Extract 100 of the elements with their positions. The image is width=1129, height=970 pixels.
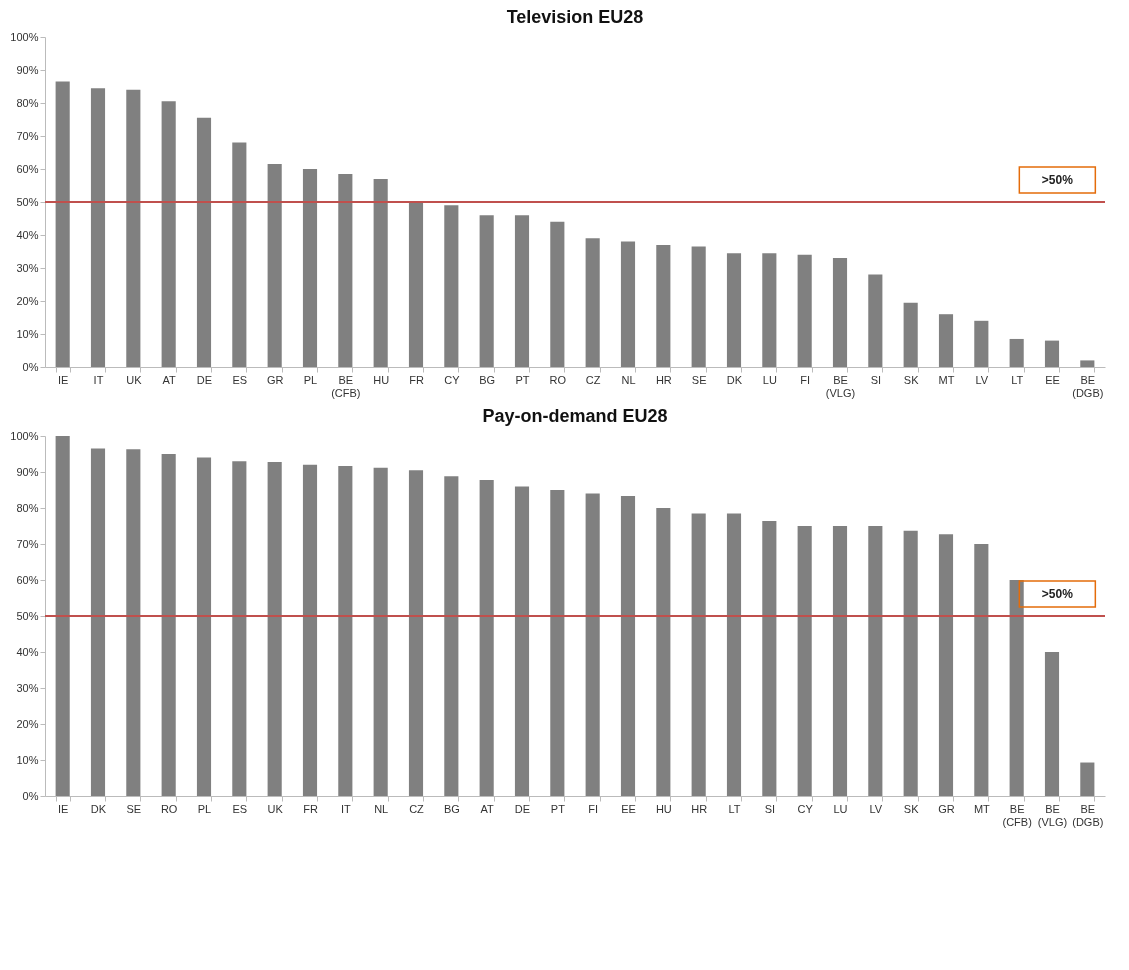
y-tick-label: 30% [16,261,39,274]
bar [161,454,176,796]
y-tick-label: 80% [16,96,39,109]
bar [196,457,212,796]
x-tick-label: GR [938,802,955,815]
bar [1009,338,1024,367]
bar [408,470,424,796]
bar [903,530,918,796]
bar [620,496,636,796]
x-tick-label: HU [655,802,672,815]
x-tick-label: DK [90,802,107,815]
bar [903,302,918,367]
y-tick-label: 100% [10,30,39,43]
x-tick-label: NL [374,802,389,815]
x-tick-label: LU [762,373,777,386]
y-tick-label: 10% [16,753,39,766]
x-tick-label: FR [409,373,424,386]
x-tick-label: RO [549,373,567,386]
x-tick-label: BE (DGB) [1072,373,1104,399]
bar [868,274,883,367]
x-tick-label: ES [232,802,248,815]
y-tick-label: 50% [16,195,39,208]
x-tick-label: BE (CFB) [331,373,361,399]
x-tick-label: UK [126,373,143,386]
y-tick-label: 50% [16,609,39,622]
x-tick-label: IT [340,802,351,815]
x-tick-label: GR [266,373,284,386]
bar [444,205,459,367]
bar [762,520,777,796]
x-tick-label: NL [621,373,636,386]
x-tick-label: LU [833,802,848,815]
bar [232,461,247,796]
bar [691,246,706,367]
x-tick-label: DK [726,373,743,386]
y-tick-label: 90% [16,63,39,76]
bar [832,526,848,796]
x-tick-label: PL [303,373,318,386]
bar [196,117,212,367]
x-tick-label: BG [443,802,460,815]
x-tick-label: IE [57,373,69,386]
bar [55,436,70,796]
bar [126,449,141,796]
x-tick-label: BG [479,373,496,386]
bar [302,169,318,367]
x-tick-label: BE (VLG) [825,373,856,399]
bar [444,476,459,796]
y-tick-label: 80% [16,501,39,514]
bar [938,314,954,367]
y-tick-label: 70% [16,129,39,142]
bar [726,513,742,796]
y-tick-label: 0% [22,789,39,802]
x-tick-label: SK [903,373,920,386]
x-tick-label: ES [232,373,248,386]
bar [1044,340,1060,367]
x-tick-label: IT [93,373,104,386]
bar [338,465,353,796]
bar [161,101,176,367]
x-tick-label: FR [303,802,318,815]
bar [691,513,706,796]
x-tick-label: PT [515,373,530,386]
bar [797,526,812,796]
y-tick-label: 90% [16,465,39,478]
x-tick-label: PT [550,802,566,815]
y-tick-label: 30% [16,681,39,694]
bar [585,238,600,367]
bar [620,241,636,367]
bar [656,244,671,367]
x-tick-label: DE [514,802,531,815]
bar [338,173,353,367]
bar [302,464,318,796]
y-tick-label: 0% [22,360,39,373]
y-tick-label: 60% [16,162,39,175]
x-tick-label: SK [903,802,920,815]
ref-line-label: >50% [1041,587,1074,601]
x-tick-label: CY [797,802,814,815]
x-tick-label: LV [975,373,989,386]
y-tick-label: 40% [16,645,39,658]
ref-line-label: >50% [1041,173,1074,187]
bar [832,258,848,367]
bar [585,493,600,796]
bar [90,448,106,796]
y-tick-label: 40% [16,228,39,241]
x-tick-label: FI [588,802,599,815]
bar [974,544,989,796]
bar [514,215,530,367]
y-tick-label: 20% [16,717,39,730]
x-tick-label: EE [621,802,636,815]
x-tick-label: CZ [585,373,601,386]
x-tick-label: SE [691,373,707,386]
x-tick-label: HR [691,802,708,815]
x-tick-label: DE [196,373,213,386]
x-tick-label: LV [869,802,883,815]
bar [126,89,141,367]
x-tick-label: BE (DGB) [1072,802,1104,828]
x-tick-label: FI [800,373,811,386]
x-tick-label: UK [267,802,284,815]
x-tick-label: HU [373,373,390,386]
x-tick-label: CZ [409,802,425,815]
bar [267,461,282,796]
bar [479,479,494,796]
